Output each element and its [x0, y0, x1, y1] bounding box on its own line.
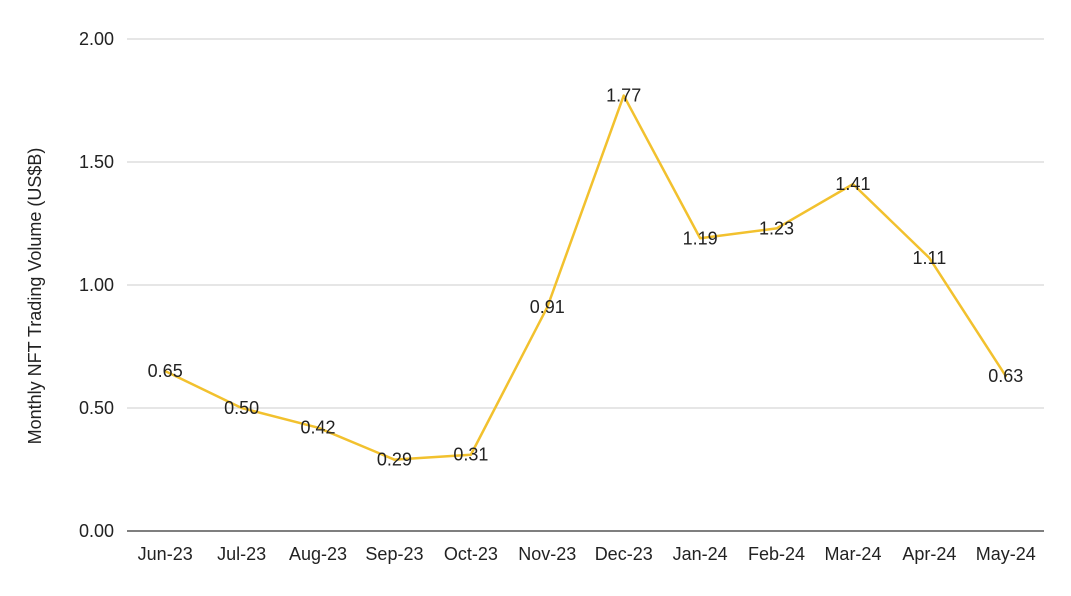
y-tick-label: 1.00	[79, 275, 114, 295]
data-label: 0.31	[453, 445, 488, 465]
data-label: 1.77	[606, 86, 641, 106]
y-tick-label: 2.00	[79, 29, 114, 49]
x-tick-label: Sep-23	[365, 544, 423, 564]
x-tick-label: Dec-23	[595, 544, 653, 564]
data-label: 0.65	[148, 361, 183, 381]
data-label: 1.23	[759, 218, 794, 238]
data-label: 1.41	[835, 174, 870, 194]
data-labels: 0.65 0.50 0.42 0.29 0.31 0.91 1.77 1.19 1.23 1.41…	[148, 86, 1024, 470]
x-tick-label: Jul-23	[217, 544, 266, 564]
y-axis-label: Monthly NFT Trading Volume (US$B)	[25, 148, 45, 445]
x-tick-label: Apr-24	[902, 544, 956, 564]
data-label: 1.11	[913, 248, 947, 268]
x-tick-label: Jun-23	[138, 544, 193, 564]
x-tick-label: Mar-24	[824, 544, 881, 564]
x-axis-ticks: Jun-23 Jul-23 Aug-23 Sep-23 Oct-23 Nov-23 Dec-…	[138, 544, 1036, 564]
data-label: 1.19	[683, 228, 718, 248]
x-tick-label: Nov-23	[518, 544, 576, 564]
series	[165, 96, 1006, 460]
data-label: 0.50	[224, 398, 259, 418]
data-label: 0.42	[301, 418, 336, 438]
y-tick-label: 1.50	[79, 152, 114, 172]
series-line	[165, 96, 1006, 460]
data-label: 0.29	[377, 450, 412, 470]
x-tick-label: Aug-23	[289, 544, 347, 564]
x-tick-label: May-24	[976, 544, 1036, 564]
y-tick-label: 0.50	[79, 398, 114, 418]
gridlines	[127, 39, 1044, 531]
y-axis-ticks: 0.00 0.50 1.00 1.50 2.00	[79, 29, 114, 541]
data-label: 0.63	[988, 366, 1023, 386]
y-tick-label: 0.00	[79, 521, 114, 541]
x-tick-label: Oct-23	[444, 544, 498, 564]
data-label: 0.91	[530, 297, 565, 317]
x-tick-label: Feb-24	[748, 544, 805, 564]
x-tick-label: Jan-24	[673, 544, 728, 564]
